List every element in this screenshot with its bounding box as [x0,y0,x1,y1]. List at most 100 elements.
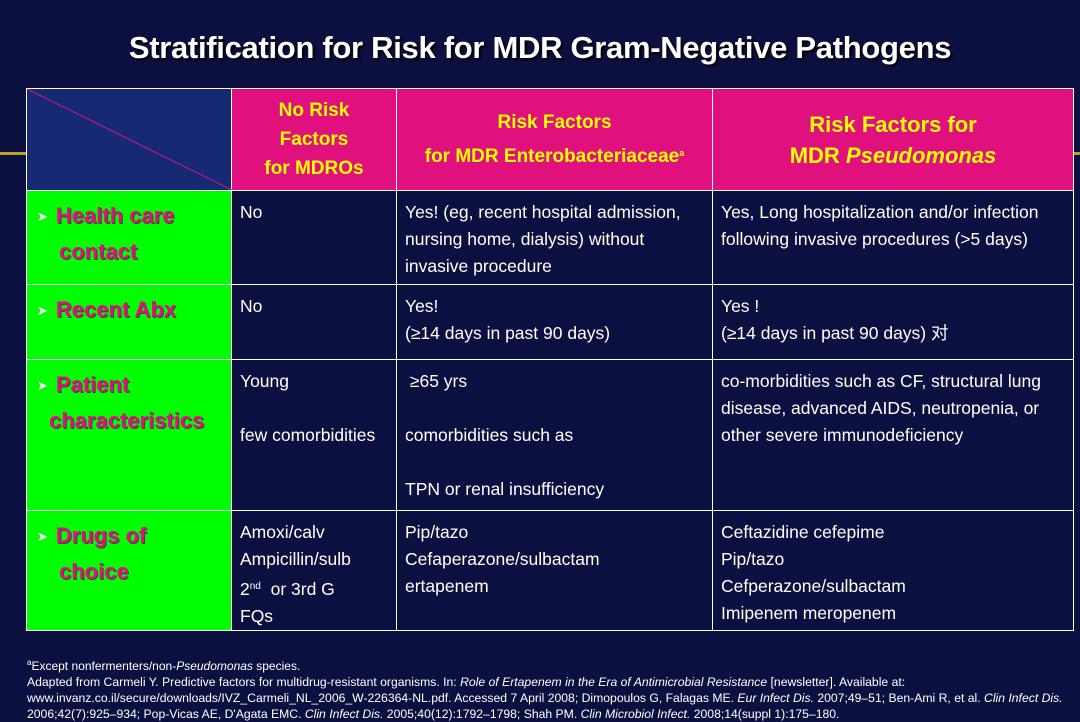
ref-part: Adapted from Carmeli Y. Predictive facto… [27,675,461,689]
cell-patient-entero: ≥65 yrs comorbidities such as TPN or ren… [396,359,713,511]
footnote-marker: a [679,147,685,158]
cell-line: FQs [240,606,274,626]
header-pseudo-italic: Pseudomonas [845,142,997,168]
ref-part: 2008;14(suppl 1):175–180. [690,707,840,721]
cell-line: Pip/tazo [405,522,469,542]
slide-title: Stratification for Risk for MDR Gram-Neg… [128,30,952,65]
cell-line: other severe immunodeficiency [721,425,964,445]
row-label-text: contact [59,239,138,264]
corner-cell [26,88,232,191]
cell-line: following invasive procedures (>5 days) [721,229,1028,249]
ref-italic: Clin Infect Dis. [304,707,384,721]
cell-patient-pseudo: co-morbidities such as CF, structural lu… [712,359,1074,511]
cell-line: Amoxi/calv [240,522,325,542]
cell-line: Yes! [405,296,439,316]
diagonal-line [27,89,232,190]
cell-line: Ceftazidine cefepime [721,522,885,542]
row-label-drugs: ➤ Drugs of choice [26,510,232,631]
cell-drugs-pseudo: Ceftazidine cefepime Pip/tazo Cefperazon… [712,510,1074,631]
header-pseudo-line: Risk Factors for [809,111,977,137]
gen-sup: nd [249,581,261,592]
cell-abx-pseudo: Yes ! (≥14 days in past 90 days) 对 [712,284,1074,360]
table-row: ➤ Drugs of choice Amoxi/calv Ampicillin/s… [26,510,1074,631]
cell-line: (≥14 days in past 90 days) 对 [721,323,949,343]
cell-line: nursing home, dialysis) without [405,229,645,249]
header-entero-line: Risk Factors [497,111,612,133]
accent-line-right [1073,152,1080,155]
gen-rest: or 3rd G [260,579,335,599]
cell-line: invasive procedure [405,256,552,276]
risk-stratification-table: No Risk Factors for MDROs Risk Factors f… [26,88,1074,631]
arrow-bullet-icon: ➤ [37,303,48,318]
header-enterobacteriaceae: Risk Factors for MDR Enterobacteriaceaea [396,88,713,191]
footnote-prefix: Except nonfermenters/non- [31,659,177,673]
ref-italic: Clin Microbiol Infect. [580,707,691,721]
ref-part: [newsletter]. Available at: www.invanz.c… [27,675,906,705]
cell-drugs-no-risk: Amoxi/calv Ampicillin/sulb 2nd or 3rd G … [231,510,397,631]
ref-italic: Eur Infect Dis. [737,691,814,705]
footnote-a: aExcept nonfermenters/non-Pseudomonas sp… [27,655,1077,674]
cell-line: Ampicillin/sulb [240,549,351,569]
footnote-suffix: species. [252,659,301,673]
reference-text: Adapted from Carmeli Y. Predictive facto… [27,674,1077,722]
row-label-text: Health care [55,203,175,228]
cell-line: 2nd or 3rd G [240,573,388,603]
ref-part: 2006;42(7):925–934; Pop-Vicas AE, D'Agat… [27,707,305,721]
ref-italic: Role of Ertapenem in the Era of Antimicr… [460,675,768,689]
table-row: ➤ Health care contact No Yes! (eg, recent… [26,190,1074,285]
arrow-bullet-icon: ➤ [37,378,48,393]
cell-line: (≥14 days in past 90 days) [405,323,611,343]
cell-line: TPN or renal insufficiency [405,479,605,499]
cell-line: Cefaperazone/sulbactam [405,549,600,569]
cell-line: No [240,296,263,316]
cell-line: comorbidities such as [405,425,574,445]
cell-gap [405,395,704,422]
cell-line: No [240,202,263,222]
cell-health-care-pseudo: Yes, Long hospitalization and/or infecti… [712,190,1074,285]
cell-line: ≥65 yrs [405,371,468,391]
cell-line: disease, advanced AIDS, neutropenia, or [721,398,1040,418]
header-no-risk-line: Factors [279,129,349,150]
row-label-text: choice [59,559,129,584]
cell-abx-no-risk: No [231,284,397,360]
row-label-recent-abx: ➤ Recent Abx [26,284,232,360]
arrow-bullet-icon: ➤ [37,209,48,224]
header-no-risk: No Risk Factors for MDROs [231,88,397,191]
cell-line: Pip/tazo [721,549,785,569]
ref-italic: Clin Infect Dis. [984,691,1063,705]
footnotes: aExcept nonfermenters/non-Pseudomonas sp… [27,655,1077,722]
header-no-risk-line: for MDROs [264,158,364,179]
header-pseudomonas: Risk Factors for MDR Pseudomonas [712,88,1074,191]
header-pseudo-prefix: MDR [789,142,846,168]
header-entero-text: for MDR Enterobacteriaceae [424,145,680,167]
row-label-patient: ➤ Patient characteristics [26,359,232,511]
cell-line: Yes, Long hospitalization and/or infecti… [721,202,1039,222]
table-row: ➤ Recent Abx No Yes! (≥14 days in past 90… [26,284,1074,360]
arrow-bullet-icon: ➤ [37,529,48,544]
footnote-sup: a [27,658,32,667]
accent-line-left [0,152,26,155]
cell-line: ertapenem [405,576,489,596]
ref-part: 2005;40(12):1792–1798; Shah PM. [383,707,581,721]
cell-line: Young [240,371,289,391]
header-pseudo-line: MDR Pseudomonas [713,140,1073,171]
header-row: No Risk Factors for MDROs Risk Factors f… [26,88,1074,191]
row-label-health-care: ➤ Health care contact [26,190,232,285]
cell-line: co-morbidities such as CF, structural lu… [721,371,1041,391]
row-label-text: Patient [55,372,130,397]
cell-line: Yes! (eg, recent hospital admission, [405,202,681,222]
cell-gap [405,449,704,476]
cell-health-care-entero: Yes! (eg, recent hospital admission, nur… [396,190,713,285]
header-entero-line: for MDR Enterobacteriaceaea [397,138,712,172]
cell-line: Yes ! [721,296,760,316]
cell-line: Imipenem meropenem [721,603,897,623]
row-label-text: Recent Abx [55,297,177,322]
row-label-text: Drugs of [55,523,147,548]
ref-part: 2007;49–51; Ben-Ami R, et al. [813,691,985,705]
gen-prefix: 2 [240,579,250,599]
table-row: ➤ Patient characteristics Young few comor… [26,359,1074,511]
row-label-text: characteristics [49,408,205,433]
cell-patient-no-risk: Young few comorbidities [231,359,397,511]
cell-line: Cefperazone/sulbactam [721,576,906,596]
cell-health-care-no-risk: No [231,190,397,285]
